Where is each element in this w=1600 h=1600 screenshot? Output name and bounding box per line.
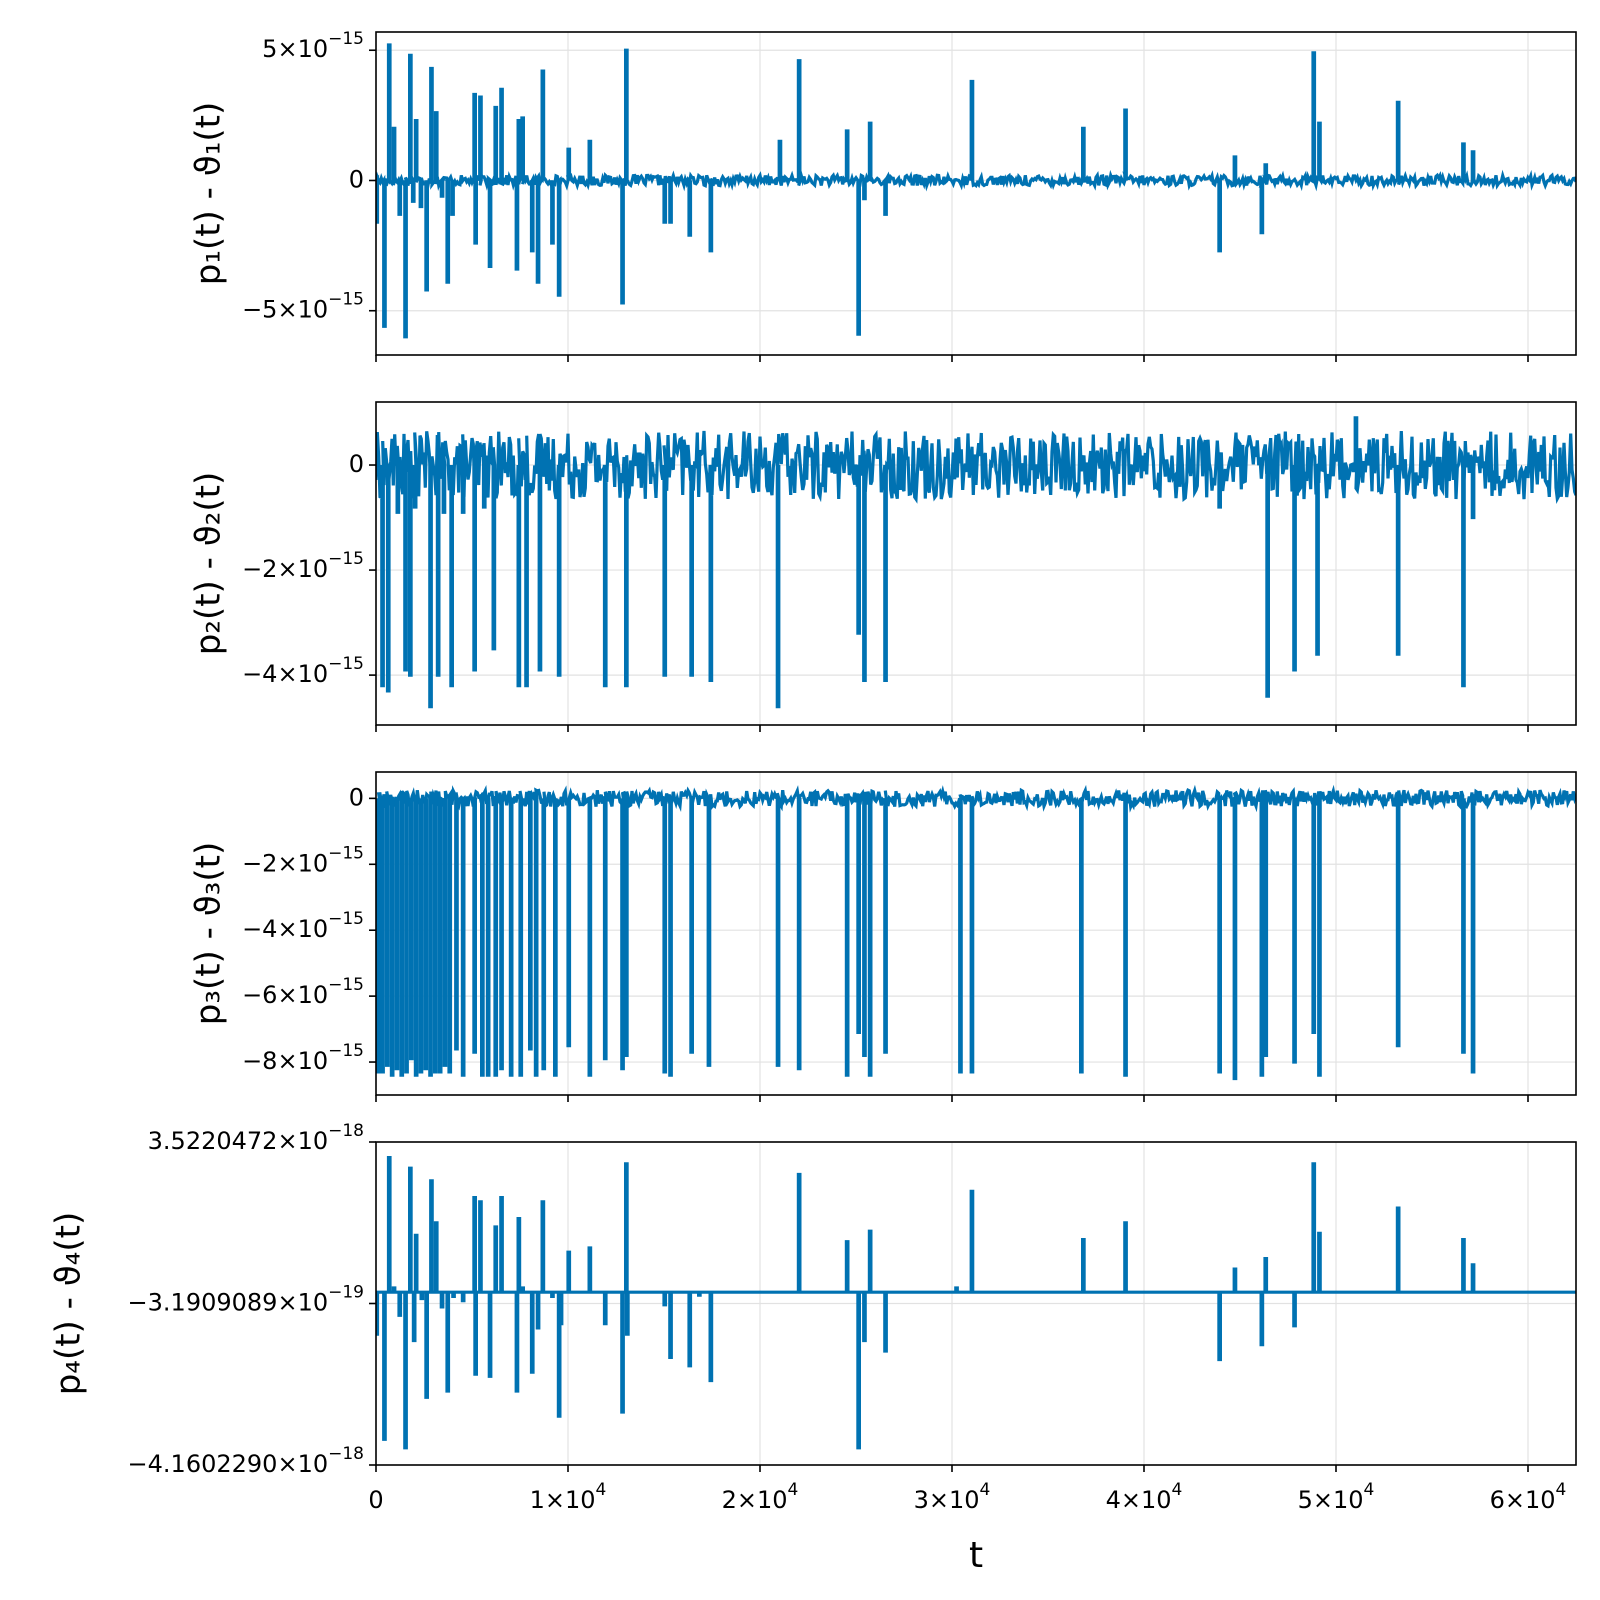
subplot-4: 3.5220472×10−18 −3.1909089×10−19 −4.160229… bbox=[49, 1121, 1577, 1576]
y-tick-label: −4.1602290×10−18 bbox=[128, 1444, 364, 1478]
y-axis-label: p₄(t) - ϑ₄(t) bbox=[49, 1212, 89, 1396]
x-tick-label: 6×104 bbox=[1490, 1480, 1567, 1514]
x-tick-label: 1×104 bbox=[530, 1480, 607, 1514]
y-tick-label: −8×10−15 bbox=[242, 1041, 364, 1075]
x-tick-label: 0 bbox=[368, 1486, 383, 1514]
series-line bbox=[376, 1156, 1576, 1450]
y-tick-label: 0 bbox=[349, 783, 364, 811]
series-line bbox=[376, 416, 1576, 709]
y-tick-label: 5×10−15 bbox=[262, 29, 364, 63]
y-tick-label: −4×10−15 bbox=[242, 909, 364, 943]
y-tick-label: −2×10−15 bbox=[242, 549, 364, 583]
y-tick-label: 3.5220472×10−18 bbox=[148, 1121, 364, 1155]
axes-frame bbox=[375, 31, 1577, 356]
series-line bbox=[376, 784, 1576, 1081]
subplot-2: 0 −2×10−15 −4×10−15 p₂(t) - ϑ₂(t) bbox=[189, 401, 1577, 732]
y-tick-label: −4×10−15 bbox=[242, 654, 364, 688]
x-tick-label: 5×104 bbox=[1298, 1480, 1375, 1514]
series-line bbox=[376, 43, 1576, 339]
x-tick-label: 2×104 bbox=[722, 1480, 799, 1514]
x-tick-label: 4×104 bbox=[1106, 1480, 1183, 1514]
axes-frame bbox=[375, 771, 1577, 1096]
y-tick-label: 0 bbox=[349, 165, 364, 193]
y-tick-label: −3.1909089×10−19 bbox=[128, 1283, 364, 1317]
y-tick-label: −5×10−15 bbox=[242, 290, 364, 324]
x-axis-label: t bbox=[969, 1535, 983, 1576]
subplot-3: 0 −2×10−15 −4×10−15 −6×10−15 −8×10−15 p₃(t) -… bbox=[189, 771, 1577, 1102]
axes-frame bbox=[375, 401, 1577, 726]
x-tick-label: 3×104 bbox=[914, 1480, 991, 1514]
y-axis-label: p₃(t) - ϑ₃(t) bbox=[189, 842, 229, 1026]
y-axis-label: p₁(t) - ϑ₁(t) bbox=[189, 102, 229, 286]
y-tick-label: −6×10−15 bbox=[242, 975, 364, 1009]
y-axis-label: p₂(t) - ϑ₂(t) bbox=[189, 472, 229, 656]
y-tick-label: −2×10−15 bbox=[242, 843, 364, 877]
y-tick-label: 0 bbox=[349, 450, 364, 478]
subplot-1: 5×10−15 0 −5×10−15 p₁(t) - ϑ₁(t) bbox=[189, 29, 1577, 362]
